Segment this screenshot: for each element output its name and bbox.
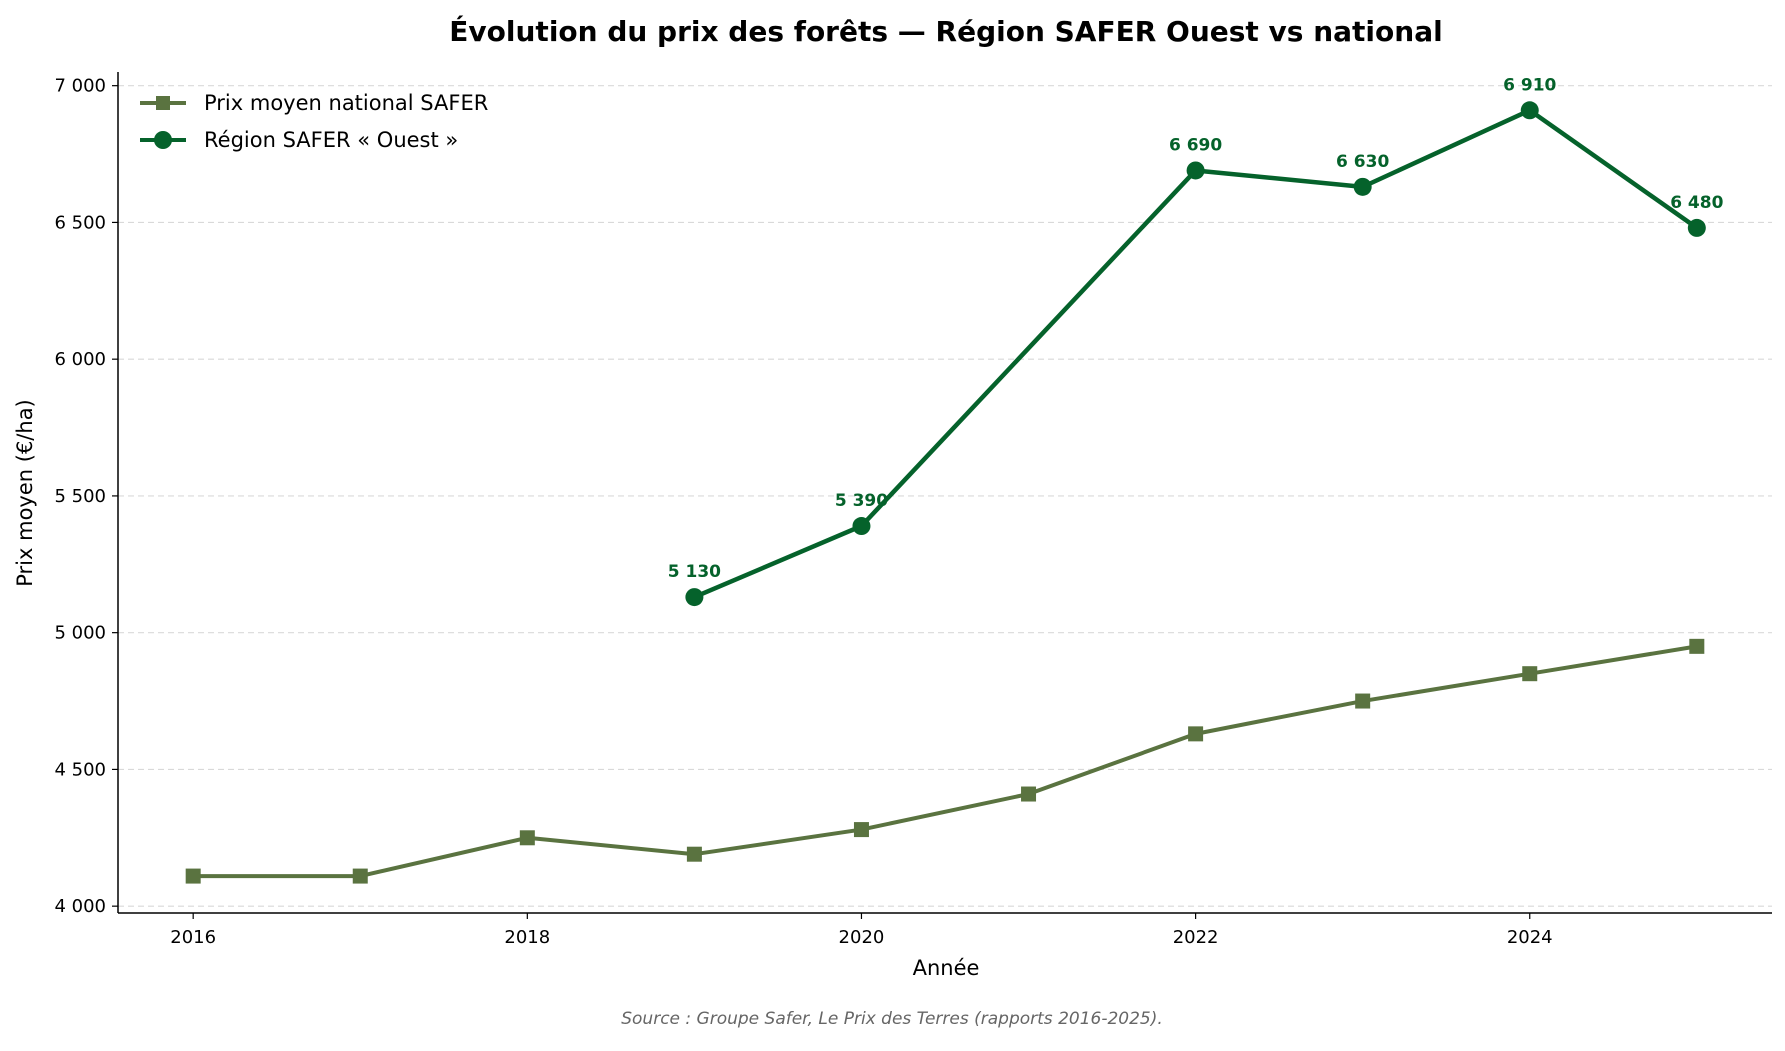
point-1-4 [1520,101,1539,120]
y-tick-label-3: 5 500 [54,486,106,507]
data-label-1-5: 6 480 [1670,193,1723,213]
point-1-3 [1353,177,1372,196]
point-0-1 [352,868,368,884]
point-0-8 [1522,666,1538,682]
point-0-2 [519,830,535,846]
point-1-2 [1186,161,1205,180]
legend-label-1: Région SAFER « Ouest » [204,128,458,152]
y-tick-label-0: 4 000 [54,896,106,917]
legend-item-0: Prix moyen national SAFER [140,91,488,115]
point-0-7 [1355,693,1371,709]
gridlines [118,85,1772,907]
data-label-1-1: 5 390 [835,491,888,511]
series-0 [185,638,1705,884]
point-0-9 [1689,638,1705,654]
y-axis-label: Prix moyen (€/ha) [13,399,37,587]
legend: Prix moyen national SAFER Région SAFER « … [140,91,488,152]
y-tick-label-1: 4 500 [54,759,106,780]
series-1: 5 130 5 390 6 690 6 630 6 910 6 480 [668,75,1724,607]
x-tick-label-4: 2024 [1507,927,1553,948]
data-label-1-3: 6 630 [1336,152,1389,172]
data-label-1-0: 5 130 [668,562,721,582]
data-label-1-4: 6 910 [1503,75,1556,95]
point-1-5 [1687,218,1706,237]
x-tick-label-0: 2016 [170,927,216,948]
y-tick-label-4: 6 000 [54,349,106,370]
legend-item-1: Région SAFER « Ouest » [140,128,458,152]
point-0-6 [1188,726,1204,742]
series-line-1 [693,108,1699,600]
x-tick-label-3: 2022 [1173,927,1219,948]
legend-label-0: Prix moyen national SAFER [204,91,488,115]
y-tick-label-6: 7 000 [54,76,106,97]
axes [117,72,1772,914]
data-label-1-2: 6 690 [1169,135,1222,155]
legend-marker-0 [156,96,170,110]
point-1-0 [685,588,704,607]
point-0-4 [853,822,869,838]
point-1-1 [852,517,871,536]
ticks: 4 000 4 500 5 000 5 500 6 000 6 500 7 000 2016 2… [54,76,1552,948]
source-note: Source : Groupe Safer, Le Prix des Terre… [621,1009,1163,1029]
point-0-0 [185,868,201,884]
x-tick-label-1: 2018 [504,927,550,948]
point-0-3 [686,846,702,862]
y-tick-label-2: 5 000 [54,623,106,644]
chart-title: Évolution du prix des forêts — Région SA… [449,14,1442,48]
x-tick-label-2: 2020 [839,927,885,948]
x-axis-label: Année [913,956,980,980]
y-tick-label-5: 6 500 [54,212,106,233]
point-0-5 [1021,786,1037,802]
series-line-0 [193,644,1698,879]
legend-marker-1 [154,131,172,149]
series-layer: 5 130 5 390 6 690 6 630 6 910 6 480 [185,75,1724,884]
